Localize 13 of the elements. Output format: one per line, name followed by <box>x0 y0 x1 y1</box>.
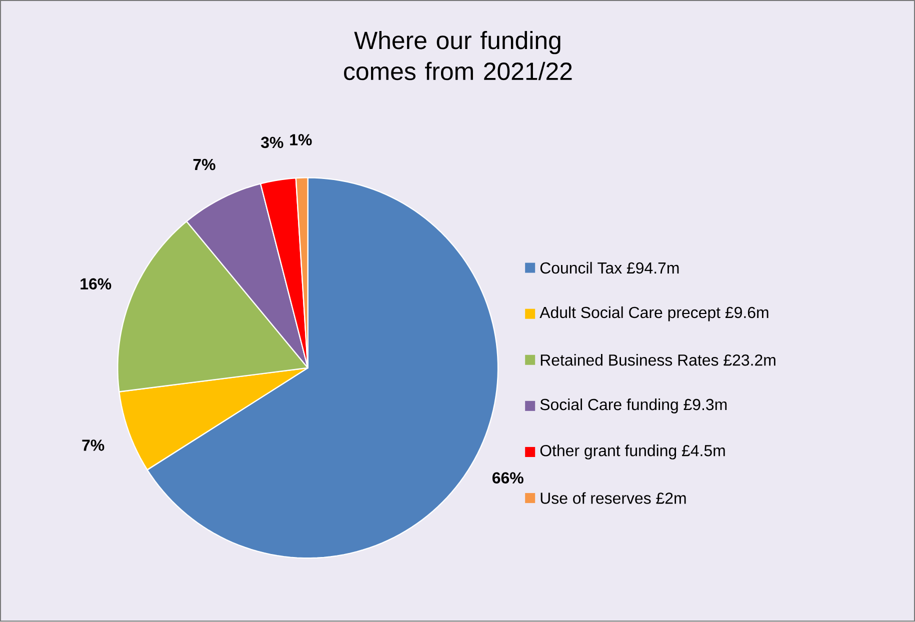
data-label: 1% <box>290 134 312 146</box>
data-label: 7% <box>82 440 104 451</box>
legend-label: Retained Business Rates £23.2m <box>540 354 776 366</box>
legend-label: Social Care funding £9.3m <box>540 398 727 414</box>
legend-label: Other grant funding £4.5m <box>540 444 725 460</box>
chart-title: Where our funding comes from 2021/22 <box>344 31 572 80</box>
legend-label: Council Tax £94.7m <box>540 262 679 274</box>
data-label: 7% <box>193 159 216 170</box>
data-label: 66% <box>492 472 524 484</box>
data-label: 3% <box>260 136 284 148</box>
legend-label: Use of reserves £2m <box>540 492 686 504</box>
legend-label: Adult Social Care precept £9.6m <box>540 306 768 322</box>
data-label: 16% <box>80 278 112 290</box>
